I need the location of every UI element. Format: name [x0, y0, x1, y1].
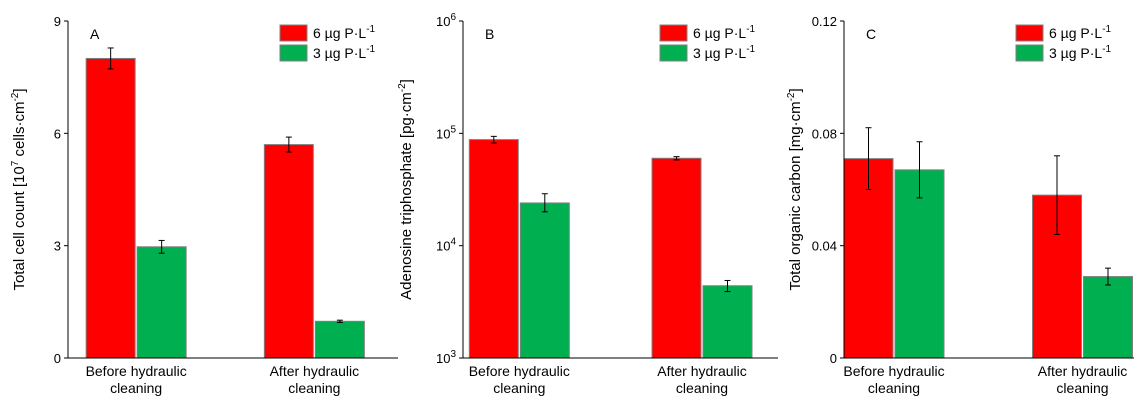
x-category-label: After hydraulic cleaning — [270, 363, 359, 396]
x-category-label: After hydraulic cleaning — [1038, 363, 1127, 396]
panel-label: C — [866, 26, 876, 42]
bar-series-a-cat-1 — [468, 139, 519, 359]
bar-series-a-cat-1 — [843, 158, 894, 359]
bar-series-b-cat-2 — [702, 285, 753, 359]
legend-swatch-series-b — [659, 44, 688, 62]
legend-label-series-a: 6 µg P·L-1 — [1049, 24, 1112, 41]
bar-series-a-cat-1 — [85, 57, 136, 359]
bar-series-b-cat-2 — [1083, 276, 1133, 359]
y-tick-label: 0 — [830, 351, 837, 366]
panel-label: B — [485, 26, 494, 42]
y-tick-label: 104 — [436, 237, 456, 254]
y-tick-label: 6 — [54, 126, 61, 141]
y-tick-label: 106 — [436, 12, 456, 29]
y-tick-label: 0.08 — [812, 126, 837, 141]
x-category-label: After hydraulic cleaning — [657, 363, 746, 396]
legend-label-series-b: 3 µg P·L-1 — [693, 44, 756, 61]
bar-series-a-cat-2 — [651, 157, 702, 359]
y-axis-label: Total organic carbon [mg·cm-2] — [786, 88, 804, 290]
panel-label: A — [90, 26, 100, 42]
legend-label-series-a: 6 µg P·L-1 — [313, 24, 376, 41]
y-tick-label: 0 — [54, 351, 61, 366]
bar-series-b-cat-2 — [314, 320, 365, 359]
legend-label-series-b: 3 µg P·L-1 — [313, 44, 376, 61]
bar-series-b-cat-1 — [136, 246, 187, 359]
x-category-label: Before hydraulic cleaning — [843, 363, 944, 396]
x-category-label: Before hydraulic cleaning — [469, 363, 570, 396]
legend-swatch-series-a — [659, 24, 688, 42]
chart-panel-b: Before hydraulic cleaning After hydraulic c… — [397, 12, 778, 396]
bar-series-b-cat-1 — [519, 202, 570, 359]
y-axis-label: Adenosine triphosphate [pg·cm-2] — [397, 79, 415, 300]
y-tick-label: 105 — [436, 124, 456, 141]
x-category-label: Before hydraulic cleaning — [86, 363, 187, 396]
y-tick-label: 103 — [436, 349, 456, 366]
y-tick-label: 0.04 — [812, 239, 837, 254]
legend-swatch-series-a — [279, 24, 308, 42]
legend-swatch-series-b — [1015, 44, 1044, 62]
legend-swatch-series-b — [279, 44, 308, 62]
legend-label-series-b: 3 µg P·L-1 — [1049, 44, 1112, 61]
bar-series-a-cat-2 — [263, 144, 314, 359]
legend-label-series-a: 6 µg P·L-1 — [693, 24, 756, 41]
chart-panel-c: Before hydraulic cleaning After hydraulic c… — [786, 14, 1134, 396]
y-axis-label: Total cell count [107 cells·cm-2] — [10, 88, 28, 290]
y-tick-label: 3 — [54, 239, 61, 254]
y-tick-label: 0.12 — [812, 14, 837, 29]
legend-swatch-series-a — [1015, 24, 1044, 42]
bar-series-b-cat-1 — [894, 169, 945, 359]
chart-panel-a: Before hydraulic cleaning After hydraulic c… — [10, 14, 398, 396]
y-tick-label: 9 — [54, 14, 61, 29]
